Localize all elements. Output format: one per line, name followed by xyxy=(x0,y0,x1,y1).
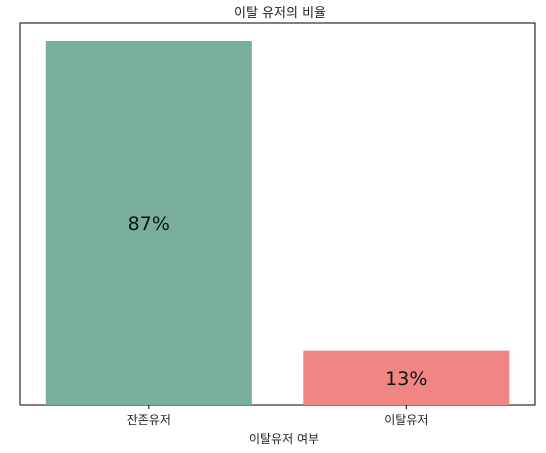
bar-data-label: 13% xyxy=(385,368,427,390)
bar-data-label: 87% xyxy=(128,213,170,235)
x-tick-label: 이탈유저 xyxy=(384,413,428,427)
plot-frame xyxy=(19,22,536,406)
bar-retained xyxy=(45,41,252,405)
x-tick-label: 잔존유저 xyxy=(127,413,171,427)
bars-layer xyxy=(45,41,510,405)
x-ticks-layer: 잔존유저 이탈유저 xyxy=(127,405,428,427)
x-axis-label: 이탈유저 여부 xyxy=(249,432,319,446)
bar-churned xyxy=(303,350,510,405)
chart-title: 이탈 유저의 비율 xyxy=(234,6,326,21)
plot-area: 87% 13% 잔존유저 이탈유저 xyxy=(19,22,536,427)
data-labels-layer: 87% 13% xyxy=(128,213,428,390)
